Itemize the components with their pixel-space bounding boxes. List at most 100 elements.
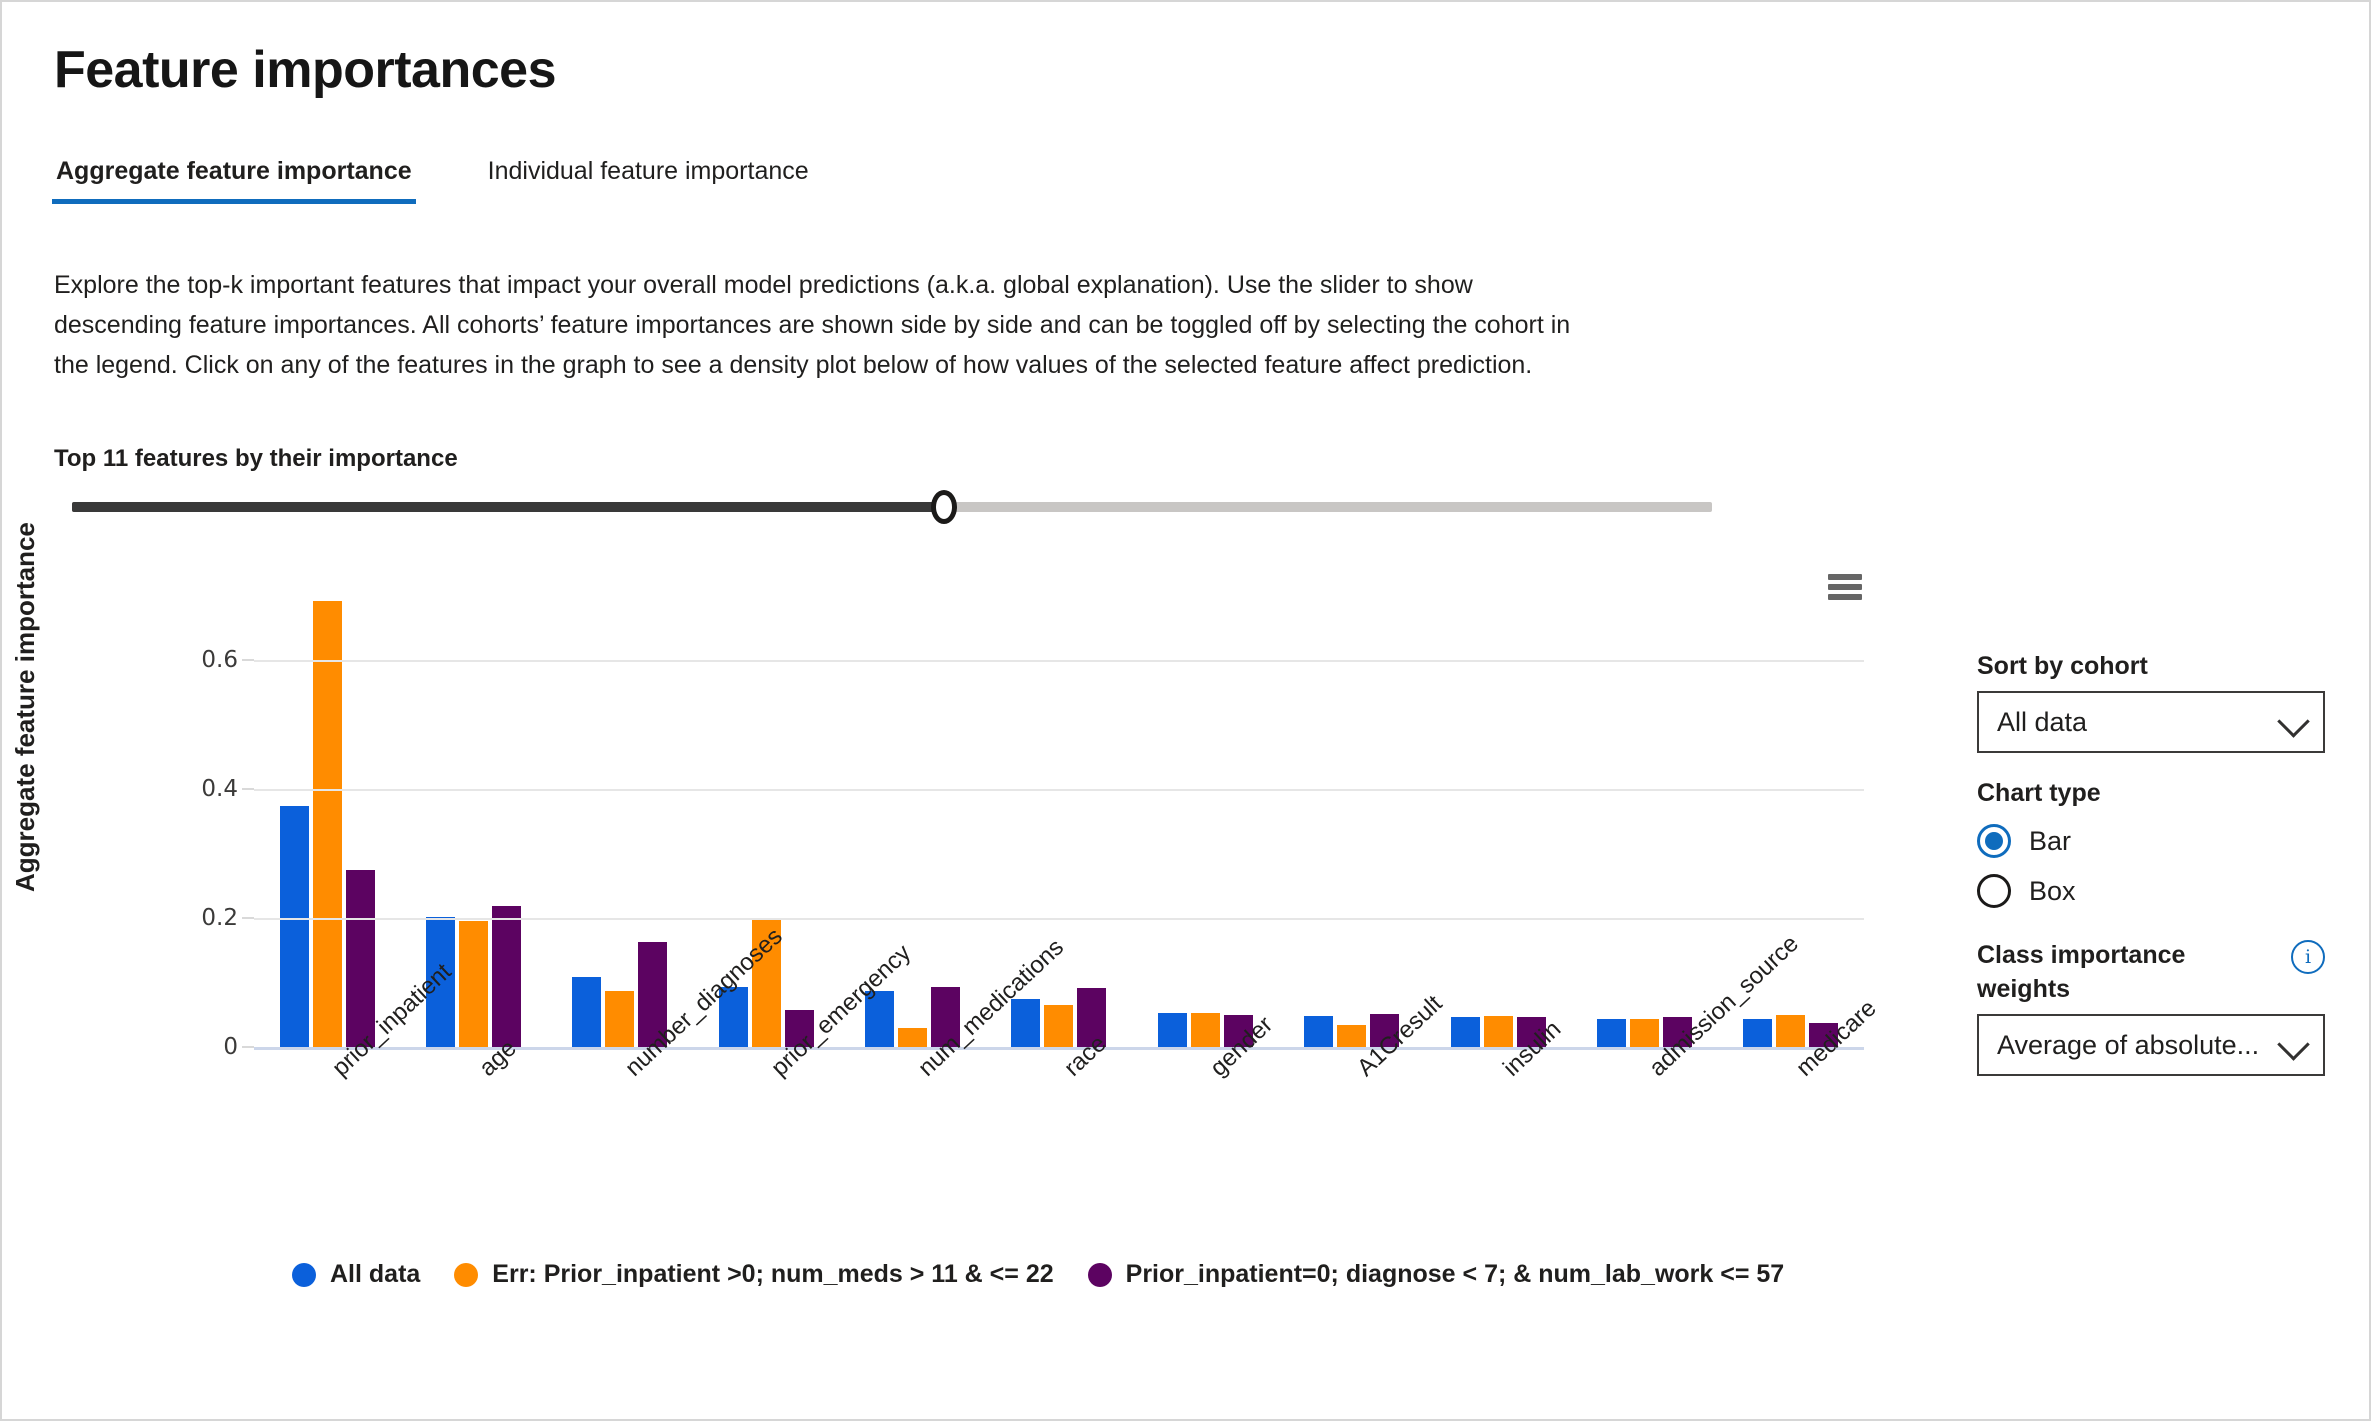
x-axis-tick-label[interactable]: prior_emergency [766,939,917,1082]
bar[interactable] [1743,1019,1773,1047]
bar[interactable] [1190,1013,1220,1047]
bar[interactable] [751,920,781,1047]
y-tick-mark [242,787,254,790]
class-importance-weights-value: Average of absolute... [1997,1029,2260,1060]
bar[interactable] [1044,1005,1074,1047]
sort-by-cohort-dropdown[interactable]: All data [1977,691,2325,753]
y-tick-mark [242,1046,254,1048]
bar[interactable] [1662,1017,1692,1047]
x-axis-tick-label[interactable]: admission_source [1644,930,1805,1082]
legend-item[interactable]: Prior_inpatient=0; diagnose < 7; & num_l… [1087,1260,1785,1289]
bar[interactable] [1483,1016,1513,1047]
bar[interactable] [312,601,342,1047]
gridline [254,1047,1864,1050]
bar[interactable] [1809,1023,1839,1047]
bar[interactable] [784,1009,814,1047]
tab-individual-feature-importance[interactable]: Individual feature importance [484,157,813,204]
bar[interactable] [1370,1014,1400,1047]
x-axis-tick-label[interactable]: insulin [1498,1016,1566,1082]
sort-by-cohort-label: Sort by cohort [1977,652,2148,680]
x-axis-tick-label[interactable]: number_diagnoses [619,922,788,1082]
legend-color-dot [454,1262,479,1287]
bar-group[interactable] [400,582,546,1047]
bar[interactable] [572,977,602,1047]
legend-item[interactable]: Err: Prior_inpatient >0; num_meds > 11 &… [454,1260,1054,1289]
chevron-down-icon [2277,1028,2310,1061]
gridline [254,788,1864,791]
bar[interactable] [605,990,635,1047]
bar-group[interactable] [986,582,1132,1047]
x-axis-tick-label[interactable]: race [1059,1030,1112,1082]
tab-label: Individual feature importance [487,157,809,185]
bar-group[interactable] [1279,582,1425,1047]
bar-group[interactable] [547,582,693,1047]
radio-bar-icon[interactable] [1977,824,2011,858]
x-axis-tick-label[interactable]: medicare [1791,995,1882,1082]
bar[interactable] [1596,1019,1626,1047]
sort-by-cohort-value: All data [1997,706,2088,737]
plot-area: 0 0.2 0.4 0.6 [201,582,1864,1060]
chevron-down-icon [2277,705,2310,738]
bar-group[interactable] [1425,582,1571,1047]
hamburger-menu-icon[interactable] [1828,574,1862,600]
bar[interactable] [1516,1016,1546,1047]
x-axis-tick-label[interactable]: A1Cresult [1351,990,1448,1082]
bar[interactable] [1776,1014,1806,1047]
bar[interactable] [1450,1016,1480,1047]
bar[interactable] [345,870,375,1047]
class-importance-weights-dropdown[interactable]: Average of absolute... [1977,1014,2325,1076]
bar[interactable] [1157,1012,1187,1047]
bar[interactable] [865,990,895,1047]
bar[interactable] [459,921,489,1047]
bar-group[interactable] [254,582,400,1047]
bar[interactable] [931,986,961,1047]
info-icon[interactable]: i [2291,940,2325,974]
y-tick-label: 0.6 [201,646,238,673]
bar-group[interactable] [1132,582,1278,1047]
chart-type-option-bar[interactable]: Bar [1977,824,2325,858]
bar-group[interactable] [693,582,839,1047]
bar[interactable] [1011,998,1041,1047]
bar-group[interactable] [1571,582,1717,1047]
bar[interactable] [279,806,309,1047]
bar-groups [254,582,1864,1047]
bar[interactable] [1304,1016,1334,1047]
bar[interactable] [718,986,748,1047]
bar[interactable] [638,942,668,1047]
bar-group[interactable] [1718,582,1864,1047]
bar[interactable] [426,916,456,1047]
legend-item[interactable]: All data [292,1260,420,1289]
top-k-slider[interactable] [72,490,1712,524]
bar-group[interactable] [839,582,985,1047]
chart-type-option-box[interactable]: Box [1977,874,2325,908]
slider-thumb[interactable] [931,490,958,524]
legend-color-dot [292,1262,316,1287]
bar[interactable] [1337,1025,1367,1047]
x-axis-tick-label[interactable]: prior_inpatient [327,958,457,1082]
radio-box-icon[interactable] [1977,874,2011,908]
x-axis-tick-label[interactable]: age [473,1034,522,1082]
y-tick-label: 0.4 [201,775,238,802]
feature-importance-chart: Aggregate feature importance 0 0.2 0.4 0.6 … [10,522,1884,1322]
bar[interactable] [1077,988,1107,1047]
bar[interactable] [1629,1019,1659,1047]
x-axis-tick-label[interactable]: gender [1205,1011,1278,1082]
tab-aggregate-feature-importance[interactable]: Aggregate feature importance [52,157,416,204]
description-text: Explore the top-k important features tha… [54,271,1571,379]
y-tick-mark [242,916,254,919]
legend-label: Prior_inpatient=0; diagnose < 7; & num_l… [1125,1260,1785,1288]
chart-type-label: Chart type [1977,779,2101,807]
gridline [254,917,1864,920]
chart-legend: All data Err: Prior_inpatient >0; num_med… [292,1260,1784,1289]
legend-label: Err: Prior_inpatient >0; num_meds > 11 &… [492,1260,1054,1288]
bar[interactable] [492,905,522,1047]
tab-bar: Aggregate feature importance Individual … [52,157,813,204]
bar[interactable] [1223,1014,1253,1047]
chart-type-bar-label: Bar [2029,825,2072,856]
x-axis-tick-label[interactable]: num_medications [912,933,1069,1082]
chart-options-panel: Sort by cohort All data Chart type Bar B… [1977,652,2325,1076]
y-tick-mark [242,658,254,661]
bar[interactable] [898,1027,928,1047]
